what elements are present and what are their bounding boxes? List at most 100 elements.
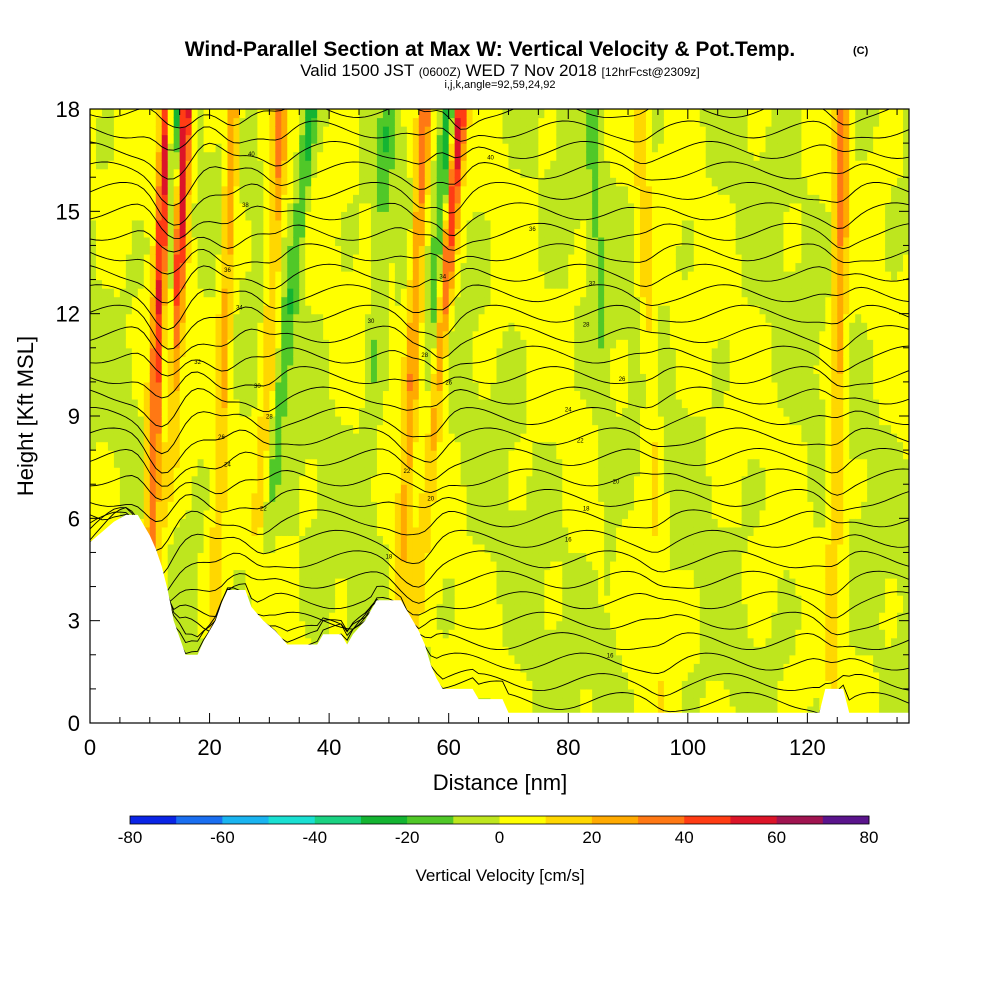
velocity-cell (430, 364, 438, 374)
velocity-cell (239, 467, 247, 477)
velocity-cell (364, 578, 372, 588)
velocity-cell (245, 296, 253, 306)
velocity-cell (484, 535, 492, 545)
velocity-cell (137, 202, 145, 212)
velocity-cell (436, 347, 444, 357)
velocity-cell (502, 612, 510, 622)
velocity-cell (281, 603, 288, 613)
velocity-cell (484, 595, 492, 605)
velocity-cell (460, 450, 468, 460)
velocity-cell (370, 339, 378, 349)
velocity-cell (281, 211, 288, 221)
velocity-cell (311, 569, 318, 579)
velocity-cell (293, 441, 300, 451)
velocity-cell (269, 236, 276, 247)
velocity-cell (496, 595, 504, 605)
velocity-cell (233, 535, 241, 545)
velocity-cell (335, 236, 342, 247)
velocity-cell (227, 560, 235, 571)
velocity-cell (472, 433, 480, 443)
velocity-cell (251, 458, 258, 468)
velocity-cell (436, 595, 444, 605)
velocity-cell (245, 134, 253, 144)
velocity-cell (293, 117, 300, 127)
velocity-cell (484, 654, 492, 664)
velocity-cell (418, 501, 426, 511)
velocity-cell (293, 629, 300, 639)
velocity-cell (448, 364, 456, 374)
velocity-cell (299, 501, 306, 511)
velocity-cell (167, 347, 175, 357)
velocity-cell (221, 194, 229, 204)
velocity-cell (167, 433, 175, 443)
velocity-cell (185, 612, 193, 622)
velocity-cell (341, 322, 348, 332)
velocity-cell (137, 339, 145, 349)
velocity-cell (311, 339, 318, 349)
velocity-cell (454, 168, 462, 178)
velocity-cell (424, 518, 432, 528)
velocity-cell (107, 492, 115, 502)
velocity-cell (203, 151, 211, 161)
velocity-cell (424, 143, 432, 153)
velocity-cell (329, 211, 336, 221)
velocity-cell (454, 441, 462, 451)
velocity-cell (143, 313, 151, 323)
velocity-cell (448, 271, 456, 281)
velocity-cell (472, 620, 480, 630)
velocity-cell (263, 586, 270, 596)
velocity-cell (436, 569, 444, 579)
velocity-cell (484, 194, 492, 204)
velocity-cell (179, 552, 187, 562)
velocity-cell (347, 552, 354, 562)
velocity-cell (287, 177, 294, 187)
velocity-cell (490, 688, 498, 699)
velocity-cell (329, 339, 336, 349)
velocity-cell (107, 151, 115, 161)
velocity-cell (376, 202, 384, 212)
velocity-cell (496, 390, 504, 400)
velocity-cell (173, 518, 181, 528)
velocity-cell (496, 654, 504, 664)
velocity-cell (311, 526, 318, 536)
velocity-cell (323, 552, 330, 562)
velocity-cell (460, 390, 468, 400)
velocity-cell (359, 262, 366, 272)
velocity-cell (161, 288, 169, 298)
velocity-cell (95, 424, 103, 434)
velocity-cell (370, 245, 378, 255)
velocity-cell (233, 373, 241, 383)
velocity-cell (275, 339, 282, 349)
velocity-cell (335, 407, 342, 417)
velocity-cell (442, 680, 450, 690)
velocity-cell (95, 526, 103, 536)
velocity-cell (227, 467, 235, 477)
velocity-cell (382, 484, 390, 494)
velocity-cell (424, 211, 432, 221)
velocity-cell (400, 347, 408, 357)
velocity-cell (125, 194, 133, 204)
velocity-cell (353, 458, 360, 468)
velocity-cell (107, 424, 115, 434)
velocity-cell (460, 535, 468, 545)
velocity-cell (227, 236, 235, 247)
velocity-cell (233, 450, 241, 460)
velocity-cell (173, 467, 181, 477)
velocity-cell (382, 398, 390, 409)
velocity-cell (197, 279, 205, 289)
velocity-cell (221, 364, 229, 374)
velocity-cell (239, 143, 247, 153)
velocity-cell (317, 253, 324, 264)
velocity-cell (335, 560, 342, 571)
velocity-cell (191, 560, 199, 571)
velocity-cell (305, 109, 312, 119)
velocity-cell (143, 185, 151, 195)
velocity-cell (460, 398, 468, 409)
velocity-cell (149, 467, 157, 477)
velocity-cell (161, 228, 169, 238)
velocity-cell (478, 398, 486, 409)
velocity-cell (436, 322, 444, 332)
velocity-cell (454, 253, 462, 264)
velocity-cell (335, 279, 342, 289)
velocity-cell (173, 347, 181, 357)
